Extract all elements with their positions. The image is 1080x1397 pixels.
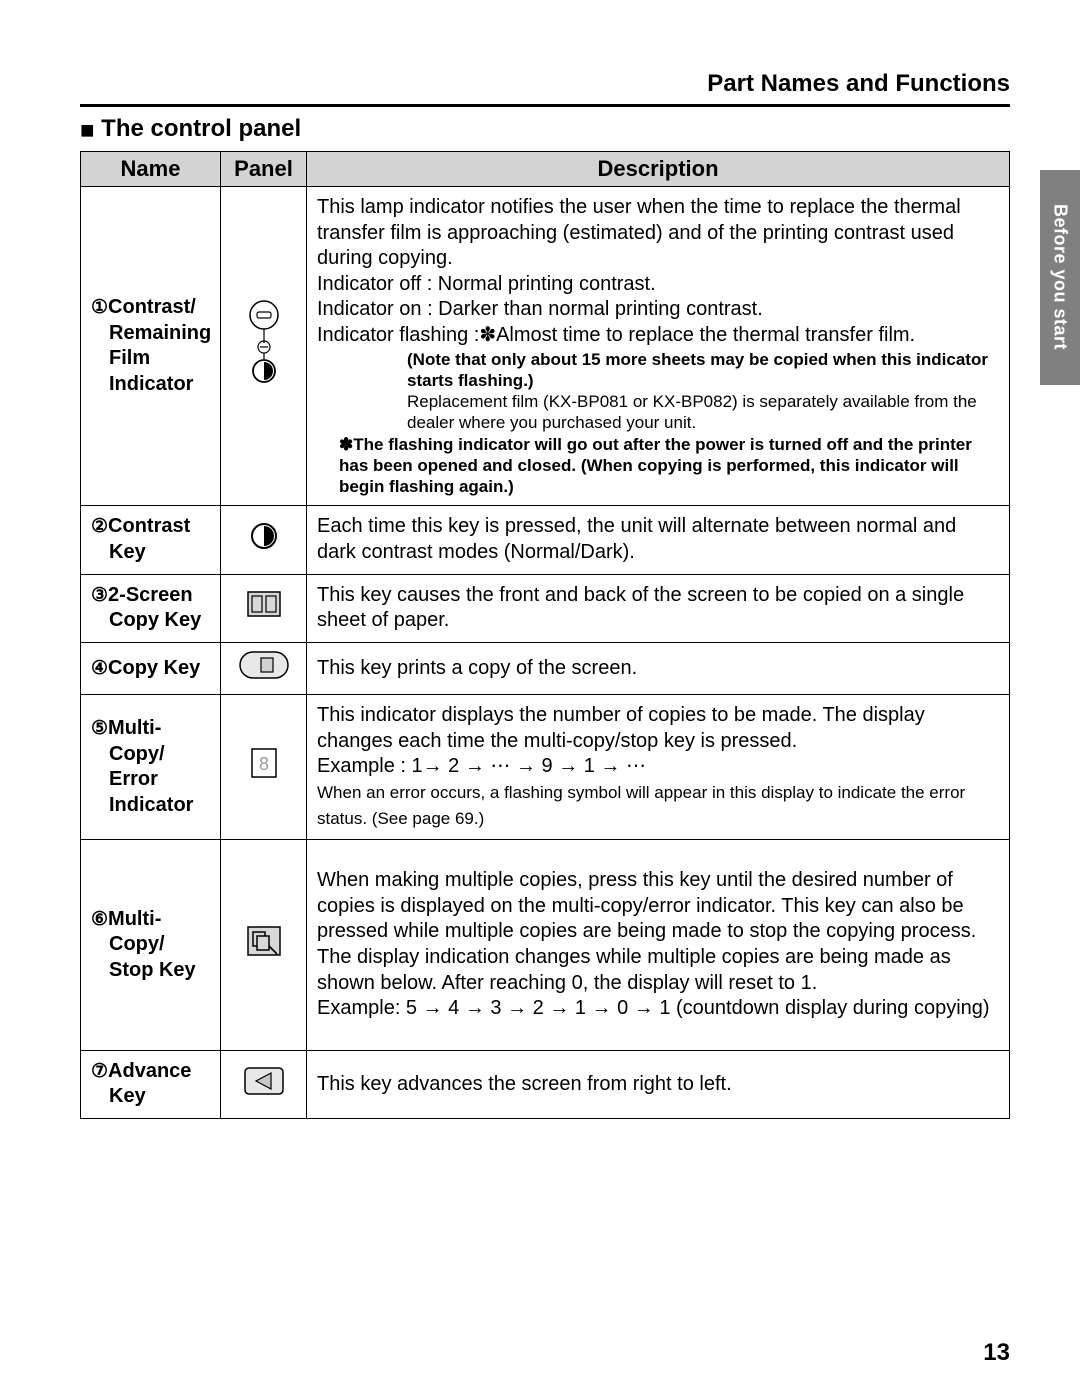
desc-text: Indicator flashing :✽Almost time to repl… (317, 324, 915, 346)
two-screen-copy-icon (247, 591, 281, 617)
table-row: ④Copy Key This key prints a copy of the … (81, 642, 1010, 695)
desc-star-note: ✽The flashing indicator will go out afte… (317, 434, 999, 498)
copy-key-icon (239, 651, 289, 679)
section-heading: ■ The control panel (80, 115, 1010, 145)
name-line: Error (91, 768, 158, 790)
svg-text:8: 8 (258, 754, 268, 774)
name-line: Key (91, 1085, 146, 1107)
table-row: ⑤Multi- Copy/ Error Indicator 8 This ind… (81, 695, 1010, 840)
table-row: ①Contrast/ Remaining Film Indicator (81, 187, 1010, 506)
header-name: Name (81, 152, 221, 187)
contrast-key-icon (249, 521, 279, 551)
table-row: ⑥Multi- Copy/ Stop Key When making multi… (81, 840, 1010, 1051)
row-number: ① (91, 297, 108, 318)
name-line: Indicator (91, 373, 193, 395)
name-line: Multi- (108, 908, 161, 930)
desc-text: Indicator on : Darker than normal printi… (317, 298, 763, 320)
desc-text: When making multiple copies, press this … (317, 869, 976, 993)
desc-text: This key advances the screen from right … (317, 1073, 732, 1095)
square-bullet-icon: ■ (80, 117, 95, 145)
row-number: ③ (91, 585, 108, 606)
desc-text: This lamp indicator notifies the user wh… (317, 196, 961, 269)
desc-text: Indicator off : Normal printing contrast… (317, 273, 656, 295)
desc-text: This indicator displays the number of co… (317, 704, 925, 752)
desc-note: When an error occurs, a flashing symbol … (317, 783, 965, 828)
multi-copy-stop-key-icon (247, 926, 281, 956)
page-number: 13 (983, 1339, 1010, 1367)
header-panel: Panel (221, 152, 307, 187)
section-heading-text: The control panel (101, 115, 301, 142)
contrast-film-indicator-icon (239, 297, 289, 387)
name-line: Key (91, 541, 146, 563)
name-line: Copy Key (108, 657, 200, 679)
desc-text: This key prints a copy of the screen. (317, 657, 637, 679)
name-line: Indicator (91, 794, 193, 816)
name-line: Contrast/ (108, 296, 196, 318)
control-panel-table: Name Panel Description ①Contrast/ Remain… (80, 151, 1010, 1119)
name-line: Copy/ (91, 933, 165, 955)
title-rule (80, 104, 1010, 107)
header-description: Description (307, 152, 1010, 187)
row-number: ⑤ (91, 718, 108, 739)
side-tab: Before you start (1040, 170, 1080, 385)
desc-text: Example: 5 → 4 → 3 → 2 → 1 → 0 → 1 (coun… (317, 997, 990, 1019)
row-number: ⑥ (91, 909, 108, 930)
row-number: ④ (91, 658, 108, 679)
name-line: Advance (108, 1060, 191, 1082)
desc-text: This key causes the front and back of th… (317, 584, 964, 632)
name-line: Contrast (108, 515, 190, 537)
name-line: Stop Key (91, 959, 196, 981)
desc-text: Example : 1→ 2 → ⋯ → 9 → 1 → ⋯ (317, 755, 646, 777)
name-line: 2-Screen (108, 584, 193, 606)
row-number: ② (91, 516, 108, 537)
multi-copy-error-indicator-icon: 8 (251, 748, 277, 778)
row-number: ⑦ (91, 1061, 108, 1082)
advance-key-icon (244, 1067, 284, 1095)
name-line: Multi- (108, 717, 161, 739)
name-line: Remaining (91, 322, 211, 344)
table-row: ③2-Screen Copy Key This key causes the f… (81, 574, 1010, 642)
name-line: Copy/ (91, 743, 165, 765)
table-row: ⑦Advance Key This key advances the scree… (81, 1050, 1010, 1118)
desc-text: Each time this key is pressed, the unit … (317, 515, 956, 563)
desc-note-bold: (Note that only about 15 more sheets may… (317, 349, 999, 392)
desc-note: Replacement film (KX-BP081 or KX-BP082) … (317, 391, 999, 434)
name-line: Copy Key (91, 609, 201, 631)
page-title: Part Names and Functions (80, 70, 1010, 98)
table-row: ②Contrast Key Each time this key is pres… (81, 506, 1010, 574)
name-line: Film (91, 347, 150, 369)
